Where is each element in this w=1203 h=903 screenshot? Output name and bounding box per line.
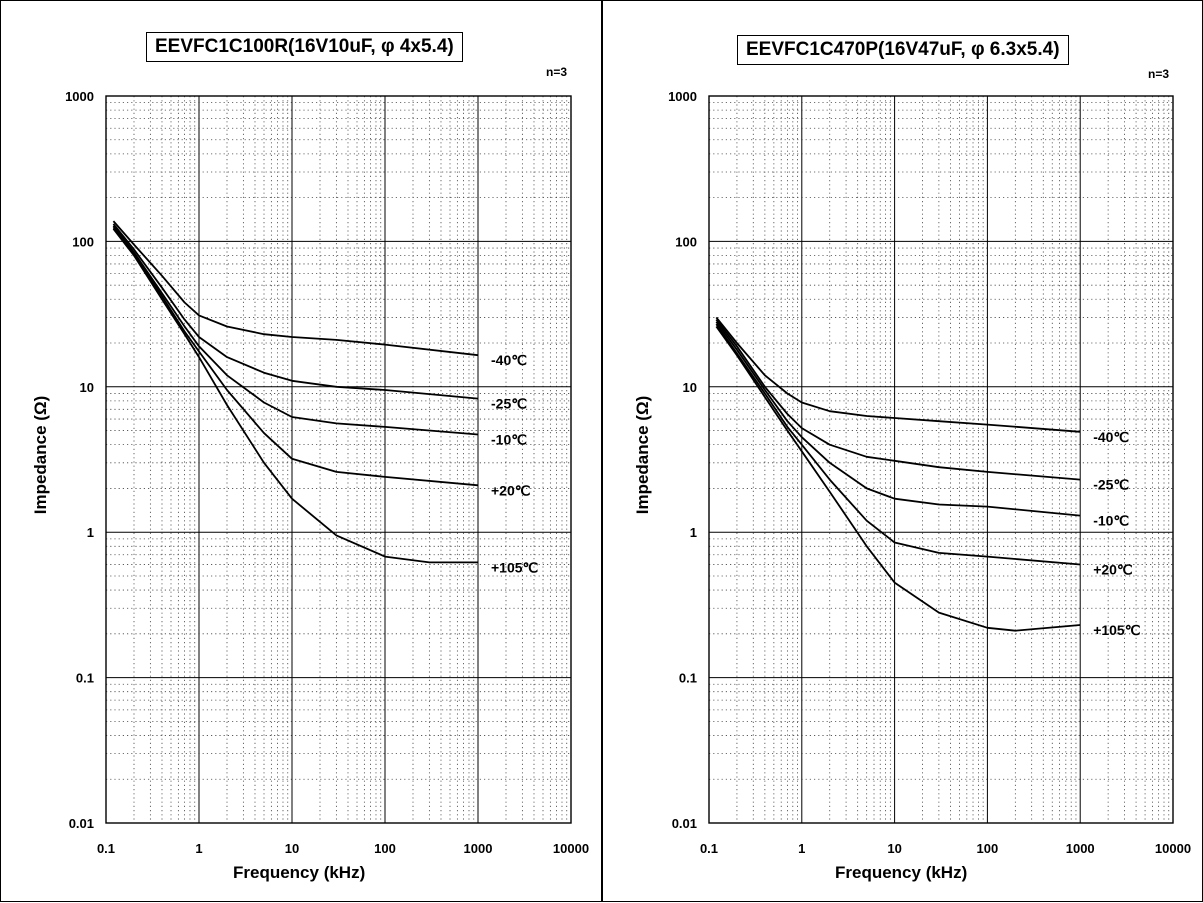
series-line [715, 323, 1081, 566]
series-line [715, 321, 1081, 517]
series-line [112, 220, 479, 357]
series-label: -25℃ [491, 396, 527, 412]
chart-title: EEVFC1C470P(16V47uF, φ 6.3x5.4) [737, 35, 1069, 65]
x-tick-label: 1000 [1066, 841, 1095, 856]
series-line [112, 223, 479, 400]
series-label: +20℃ [1093, 561, 1133, 577]
series-line [112, 226, 479, 487]
y-tick-label: 0.1 [679, 671, 697, 686]
x-axis-label: Frequency (kHz) [233, 863, 366, 882]
y-tick-label: 1000 [668, 89, 697, 104]
series-line [715, 319, 1081, 481]
series-line [112, 228, 478, 564]
x-tick-label: 10 [887, 841, 901, 856]
y-axis-label: Impedance (Ω) [31, 395, 50, 515]
x-tick-label: 10 [285, 841, 299, 856]
x-tick-label: 1 [798, 841, 805, 856]
series-label: +20℃ [491, 482, 531, 498]
chart-title: EEVFC1C100R(16V10uF, φ 4x5.4) [146, 32, 463, 62]
series-line [715, 316, 1081, 433]
chart-plot-svg: 0.1 1 10 100 1000 100000.010.11101001000-40℃-… [65, 89, 589, 856]
plot-border [105, 95, 572, 824]
y-tick-label: 100 [675, 234, 697, 249]
y-tick-label: 1 [87, 525, 94, 540]
sample-count-note: n=3 [546, 65, 568, 79]
x-tick-label: 10000 [553, 841, 589, 856]
series-label: -40℃ [491, 352, 527, 368]
y-tick-label: 0.01 [69, 816, 94, 831]
series-label: -25℃ [1093, 477, 1129, 493]
y-tick-label: 0.1 [76, 671, 94, 686]
series-label: +105℃ [491, 559, 539, 575]
y-tick-label: 10 [683, 380, 697, 395]
y-tick-label: 100 [72, 234, 94, 249]
x-tick-label: 100 [374, 841, 396, 856]
impedance-chart-eevfc1c470p: 0.1 1 10 100 1000 10000 0.01 0.1 1 10 100 1000 -40℃ -… [602, 0, 1203, 902]
sample-count-note: n=3 [1148, 67, 1170, 81]
series-label: -10℃ [491, 431, 527, 447]
x-tick-label: 0.1 [97, 841, 115, 856]
series-label: +105℃ [1093, 622, 1141, 638]
y-tick-label: 1 [690, 525, 697, 540]
x-tick-label: 1 [195, 841, 202, 856]
x-tick-label: 1000 [464, 841, 493, 856]
series-label: -10℃ [1093, 513, 1129, 529]
y-tick-label: 0.01 [672, 816, 697, 831]
x-tick-label: 10000 [1155, 841, 1191, 856]
x-tick-label: 0.1 [700, 841, 718, 856]
series-line [112, 225, 479, 436]
plot-border [708, 95, 1174, 824]
series-line [715, 325, 1081, 632]
x-tick-label: 100 [977, 841, 999, 856]
y-tick-label: 10 [80, 380, 94, 395]
chart-plot-svg: 0.1 1 10 100 1000 100000.010.11101001000-40℃-… [668, 89, 1191, 856]
series-label: -40℃ [1093, 429, 1129, 445]
x-axis-label: Frequency (kHz) [835, 863, 968, 882]
y-tick-label: 1000 [65, 89, 94, 104]
y-axis-label: Impedance (Ω) [633, 395, 652, 515]
impedance-chart-eevfc1c100r: 0.1 1 10 100 1000 10000 0.01 0.1 1 10 100 1000 -40℃ -… [0, 0, 602, 902]
